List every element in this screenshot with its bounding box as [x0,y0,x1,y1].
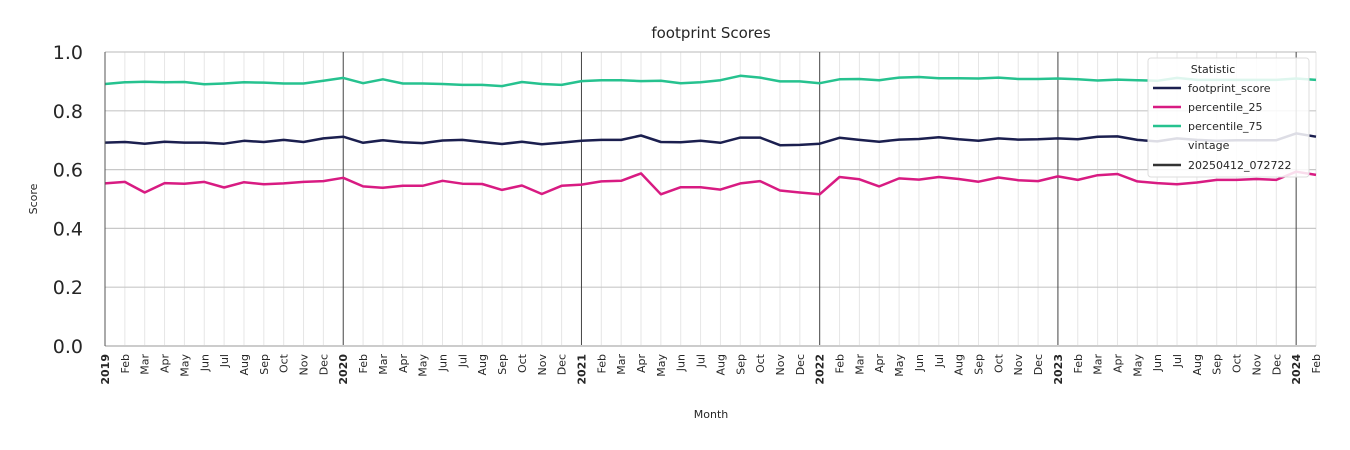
x-tick-year-label: 2022 [814,354,827,385]
x-tick-month-label: Aug [238,354,251,375]
x-tick-month-label: Mar [1092,354,1105,375]
x-tick-month-label: Nov [1250,354,1263,376]
legend-vintage-title: vintage [1188,139,1230,152]
x-tick-month-label: May [893,354,906,377]
x-tick-month-label: Jun [913,354,926,372]
y-tick-label: 0.2 [53,277,83,299]
x-tick-month-label: Nov [1012,354,1025,376]
x-tick-year-label: 2024 [1290,354,1303,385]
x-tick-month-label: Dec [556,354,569,375]
x-tick-labels: 2019 Feb Mar Apr May Jun Jul Aug Sep Oct Nov Dec 202… [99,353,1323,384]
x-tick-month-label: Sep [258,354,271,375]
x-tick-month-label: Dec [317,354,330,375]
x-tick-month-label: Oct [278,353,291,373]
x-tick-month-label: Apr [873,354,886,374]
series-lines [104,74,1317,196]
legend-box [1147,57,1310,178]
x-tick-month-label: Dec [794,354,807,375]
x-tick-month-label: Feb [1310,354,1323,373]
x-tick-year-label: 2019 [99,354,112,385]
x-tick-month-label: Apr [397,354,410,374]
x-tick-month-label: Jul [933,354,946,368]
x-tick-month-label: Oct [754,353,767,373]
x-tick-year-label: 2021 [575,354,588,385]
major-gridlines [105,51,1316,347]
series-line-percentile-25 [104,170,1317,196]
year-separator-lines [104,52,1297,346]
x-tick-month-label: Feb [595,354,608,373]
x-tick-month-label: Aug [714,354,727,375]
x-tick-month-label: Apr [1111,354,1124,374]
x-tick-month-label: Nov [536,354,549,376]
series-line-percentile-75 [104,74,1317,88]
x-tick-month-label: Jun [1151,354,1164,372]
x-tick-month-label: Jun [675,354,688,372]
x-tick-month-label: Feb [357,354,370,373]
x-tick-month-label: Feb [834,354,847,373]
y-tick-label: 0.0 [53,336,83,358]
x-tick-year-label: 2020 [337,354,350,385]
x-tick-month-label: Mar [139,354,152,375]
x-tick-month-label: Dec [1032,354,1045,375]
x-tick-month-label: Sep [973,354,986,375]
x-tick-month-label: Sep [496,354,509,375]
legend-label-percentile-25: percentile_25 [1188,101,1263,114]
x-tick-month-label: Jun [198,354,211,372]
x-tick-month-label: Apr [159,354,172,374]
x-axis-label: Month [694,408,729,421]
x-tick-month-label: Oct [1231,353,1244,373]
y-tick-labels: 0.0 0.2 0.4 0.6 0.8 1.0 [53,42,83,358]
y-axis-label: Score [27,183,40,214]
x-tick-month-label: Aug [476,354,489,375]
x-tick-month-label: Feb [1072,354,1085,373]
y-tick-label: 0.6 [53,160,83,182]
x-tick-month-label: May [1131,354,1144,377]
x-tick-month-label: Apr [635,354,648,374]
x-tick-month-label: Sep [1211,354,1224,375]
x-tick-month-label: Nov [774,354,787,376]
x-tick-month-label: Nov [298,354,311,376]
x-tick-month-label: Mar [853,354,866,375]
chart-title: footprint Scores [651,24,771,42]
x-tick-month-label: May [655,354,668,377]
x-tick-month-label: May [417,354,430,377]
x-tick-month-label: Feb [119,354,132,373]
x-tick-month-label: Mar [377,354,390,375]
legend-label-vintage: 20250412_072722 [1188,159,1291,172]
x-tick-month-label: Sep [734,354,747,375]
x-tick-month-label: May [178,354,191,377]
legend: Statistic footprint_score percentile_25 … [1147,57,1310,178]
x-tick-month-label: Oct [992,353,1005,373]
x-tick-month-label: Jul [695,354,708,368]
x-tick-month-label: Aug [1191,354,1204,375]
x-tick-month-label: Oct [516,353,529,373]
legend-label-footprint-score: footprint_score [1188,82,1271,95]
x-tick-month-label: Mar [615,354,628,375]
y-tick-label: 1.0 [53,42,83,64]
legend-title: Statistic [1191,63,1236,76]
x-tick-month-label: Jul [1171,354,1184,368]
x-tick-month-label: Dec [1270,354,1283,375]
legend-label-percentile-75: percentile_75 [1188,120,1263,133]
x-tick-month-label: Jun [436,354,449,372]
y-tick-label: 0.8 [53,101,83,123]
x-tick-month-label: Jul [218,354,231,368]
x-tick-month-label: Aug [953,354,966,375]
y-tick-label: 0.4 [53,218,83,240]
x-tick-year-label: 2023 [1052,354,1065,385]
minor-gridlines [124,52,1317,346]
series-line-footprint-score [104,132,1317,147]
x-tick-month-label: Jul [456,354,469,368]
